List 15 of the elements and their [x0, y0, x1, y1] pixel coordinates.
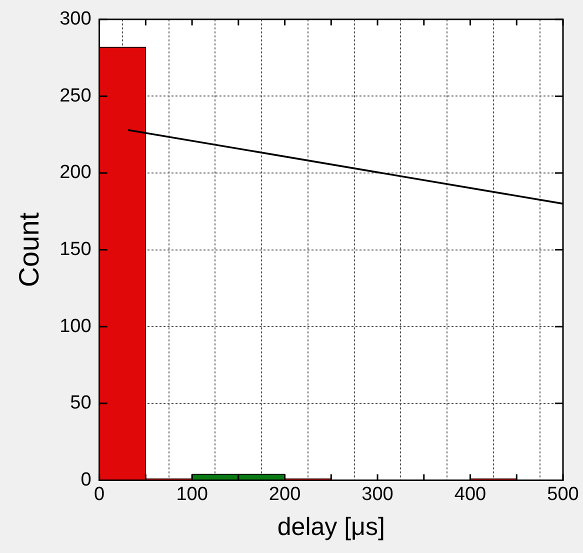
x-tick-label: 200	[268, 484, 301, 505]
y-tick-label: 150	[60, 239, 92, 260]
y-tick-label: 0	[80, 469, 92, 490]
y-tick-label: 100	[60, 316, 92, 337]
x-tick-label: 100	[176, 484, 208, 505]
y-tick-label: 250	[60, 85, 92, 106]
x-tick-label: 400	[454, 484, 486, 505]
y-tick-label: 300	[60, 8, 92, 30]
x-tick-label: 300	[362, 484, 394, 505]
y-tick-label: 200	[60, 162, 92, 184]
y-axis-title: Count	[14, 212, 45, 288]
x-tick-label: 0	[94, 484, 105, 505]
x-tick-label: 500	[547, 484, 579, 505]
x-axis-title: delay [μs]	[277, 512, 385, 541]
y-tick-label: 50	[70, 392, 92, 414]
